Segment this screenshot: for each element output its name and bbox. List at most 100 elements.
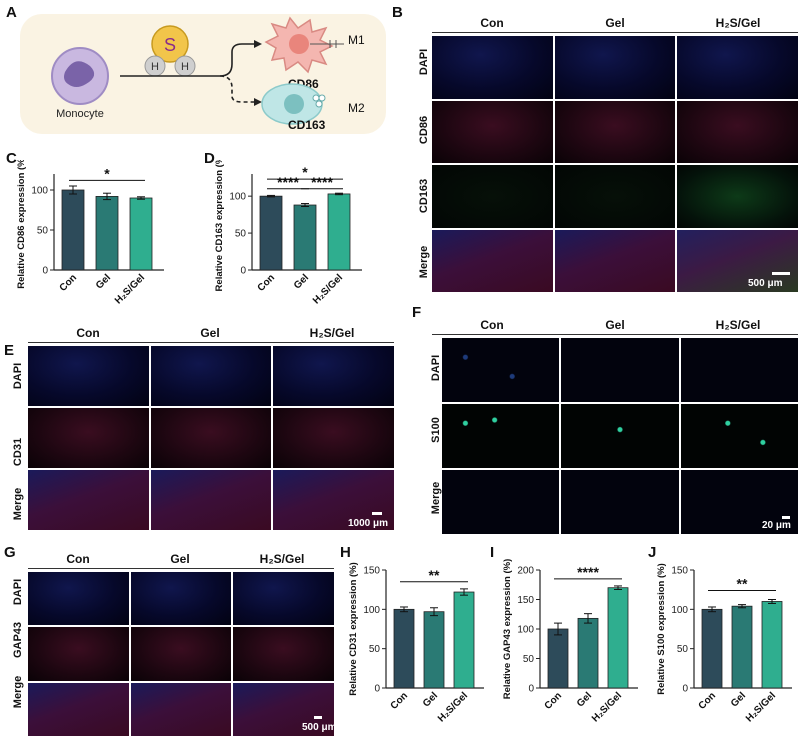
y-tick-label: 100 [671,605,688,616]
b-col-gel: Gel [605,16,625,30]
f-row-merge: Merge [430,481,442,515]
b-image-cd163-con [432,165,553,228]
panel-e-micrographs [28,346,394,530]
b-image-cd163-h2s [677,165,798,228]
significance-label: ** [737,575,748,591]
b-col-h2sgel: H₂S/Gel [715,16,761,30]
y-tick-label: 50 [235,229,247,240]
g-image-merge-h2s [233,682,334,736]
y-tick-label: 50 [677,644,689,655]
f-scale-bar [782,516,790,519]
e-image-merge-con [28,470,149,530]
b-image-cd86-con [432,100,553,163]
sulfur-label: S [164,35,176,55]
b-row-cd163: CD163 [418,178,430,214]
x-tick-label: Gel [729,690,748,709]
f-image-merge-con [442,470,560,534]
x-tick-label: H₂S/Gel [744,690,778,724]
b-col-con: Con [480,16,504,30]
panel-label-a: A [6,4,17,21]
e-col-h2sgel: H₂S/Gel [309,326,355,340]
e-image-dapi-con [28,346,149,406]
m2-label: M2 [348,101,365,115]
m1-arrow [120,43,254,77]
y-axis-label: Relative CD31 expression (%) [348,562,359,696]
g-col-h2sgel: H₂S/Gel [259,552,305,566]
b-scale-bar [772,272,790,275]
e-col-con: Con [76,326,100,340]
panel-label-e: E [4,342,15,359]
g-image-dapi-h2s [233,572,334,626]
e-row-dapi: DAPI [12,362,24,390]
b-row-cd86: CD86 [418,115,430,145]
x-tick-label: Con [543,690,565,712]
g-image-gap43-h2s [233,627,334,681]
e-row-merge: Merge [12,487,24,521]
bar [393,608,415,689]
y-axis-label: Relative CD86 expression (%) [16,160,27,289]
g-row-merge: Merge [12,675,24,709]
m2-arrow [219,75,254,103]
panel-b-micrographs [432,36,798,292]
y-tick-label: 50 [369,644,381,655]
e-image-merge-gel [150,470,272,530]
bar [761,601,783,689]
f-col-con: Con [480,318,504,332]
e-image-dapi-gel [150,346,272,406]
chart-i: 0 50 100 150 200 Relative GAP43 expression (%… [502,559,638,724]
hydrogen-label-1: H [151,61,159,73]
b-row-merge: Merge [418,245,430,279]
bar [61,189,85,271]
y-tick-label: 150 [517,595,534,606]
x-tick-label: Con [697,690,719,712]
x-tick-label: Con [389,690,411,712]
y-tick-label: 150 [671,566,688,577]
b-image-cd86-gel [554,100,676,163]
bar [701,608,723,689]
x-tick-label: Gel [421,690,440,709]
x-tick-label: H₂S/Gel [590,690,624,724]
significance-label: * [302,164,308,180]
g-image-gap43-con [28,627,129,681]
f-scale-label: 20 μm [762,520,791,531]
e-image-dapi-h2s [273,346,394,406]
e-scale-bar [372,512,382,515]
bar [547,628,569,689]
y-tick-label: 100 [517,625,534,636]
g-image-gap43-gel [130,627,232,681]
significance-label: * [104,165,110,181]
f-image-s100-h2s [680,404,798,468]
panel-g-micrographs [28,572,334,736]
g-scale-label: 500 μm [302,722,337,733]
x-tick-label: Gel [575,690,594,709]
significance-label: **** [577,564,599,580]
bar [293,204,317,271]
panel-label-c: C [6,150,17,167]
y-tick-label: 100 [229,192,246,203]
y-axis-label: Relative S100 expression (%) [656,563,667,694]
panel-label-f: F [412,304,422,321]
e-image-cd31-con [28,408,149,468]
significance-label: ** [429,567,440,583]
chart-c: 0 50 100 Relative CD86 expression (%) Con Gel… [16,160,164,306]
b-image-cd86-h2s [677,100,798,163]
h2s-molecule-icon: S H H [144,25,196,77]
chart-h: 0 50 100 150 Relative CD31 expression (%) Con… [348,562,484,724]
y-tick-label: 50 [37,226,49,237]
panel-f-micrographs [442,338,798,534]
b-image-merge-con [432,229,553,292]
panel-label-j: J [648,544,657,561]
bar [607,587,629,689]
bar [577,617,599,689]
f-image-merge-gel [561,470,679,534]
significance-label: **** [277,174,299,190]
g-image-dapi-gel [130,572,232,626]
bar [453,591,475,689]
significance-label: **** [311,174,333,190]
cd163-label: CD163 [288,118,326,132]
f-image-dapi-gel [561,338,679,402]
x-tick-label: H₂S/Gel [311,272,345,306]
g-col-gel: Gel [170,552,190,566]
e-scale-label: 1000 μm [348,518,389,529]
